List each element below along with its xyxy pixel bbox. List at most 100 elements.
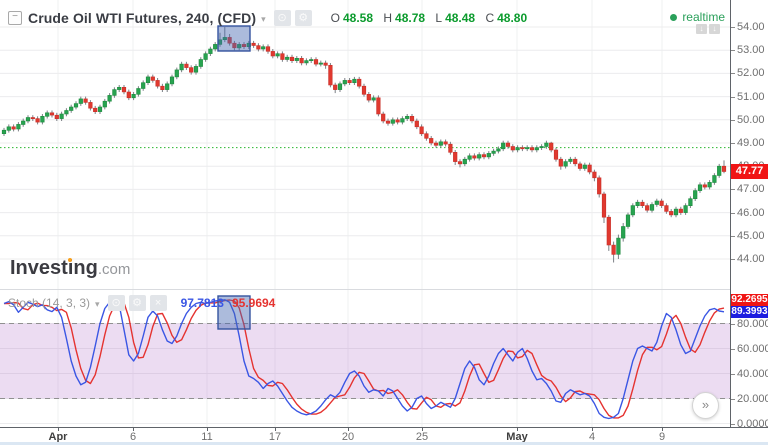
- selection-box[interactable]: [217, 295, 251, 330]
- price-axis[interactable]: 54.0053.0052.0051.0050.0049.0048.0047.00…: [731, 0, 768, 445]
- candle: [265, 46, 271, 52]
- candle: [707, 182, 712, 188]
- time-axis-label: 9: [658, 431, 666, 443]
- investing-logo: Investing.com: [10, 257, 130, 280]
- price-axis-label: 47.00: [737, 183, 765, 195]
- candle: [35, 118, 40, 123]
- candle: [357, 78, 362, 87]
- symbol-caret-icon[interactable]: ▾: [261, 13, 266, 24]
- candle: [429, 138, 434, 144]
- candle: [313, 59, 319, 65]
- candle: [179, 63, 184, 71]
- price-axis-label: 45.00: [737, 230, 765, 242]
- candle: [414, 120, 419, 128]
- candle: [289, 56, 295, 62]
- candle: [606, 216, 611, 246]
- candle: [577, 163, 583, 169]
- candle: [299, 57, 304, 64]
- candle: [294, 57, 299, 61]
- candle: [659, 200, 664, 206]
- price-axis-label: 46.00: [737, 207, 765, 219]
- realtime-buttons: ↓ ↓: [694, 24, 720, 34]
- high-value: 48.78: [395, 11, 426, 25]
- candle: [400, 118, 405, 123]
- time-tick: [592, 427, 593, 431]
- candle: [227, 37, 232, 44]
- candle: [702, 184, 707, 188]
- open-label: O: [330, 11, 340, 25]
- candle: [539, 146, 544, 149]
- candle: [83, 98, 88, 103]
- price-legend: − Crude Oil WTI Futures, 240, (CFD) ▾ ⊙ …: [8, 9, 527, 27]
- realtime-label: realtime: [682, 10, 725, 24]
- candle: [366, 94, 371, 101]
- gear-icon[interactable]: ⚙: [128, 295, 146, 311]
- candle: [654, 200, 659, 205]
- candle: [409, 116, 415, 122]
- logo-i-orange-dot: i: [67, 257, 74, 279]
- eye-icon[interactable]: ⊙: [273, 10, 291, 26]
- candle: [21, 120, 26, 125]
- candle: [323, 62, 328, 66]
- candle: [616, 237, 621, 255]
- candle: [261, 46, 266, 50]
- close-icon[interactable]: ×: [149, 295, 167, 311]
- candle: [88, 102, 93, 109]
- stoch-pane-canvas[interactable]: [0, 290, 730, 427]
- stoch-caret-icon[interactable]: ▾: [95, 298, 100, 309]
- candle: [472, 155, 477, 159]
- candle: [496, 148, 501, 152]
- download-icon[interactable]: ↓: [696, 24, 707, 34]
- axis-tick: [731, 213, 735, 214]
- candle: [568, 158, 573, 162]
- bottom-strip: [0, 442, 768, 445]
- candle: [16, 124, 21, 130]
- pane-divider[interactable]: [0, 289, 730, 290]
- eye-icon[interactable]: ⊙: [107, 295, 125, 311]
- price-axis-label: 50.00: [737, 114, 765, 126]
- candle: [169, 76, 175, 85]
- candle: [381, 113, 386, 122]
- price-axis-label: 51.00: [737, 91, 765, 103]
- time-tick: [517, 427, 518, 431]
- axis-tick: [731, 73, 735, 74]
- candle: [645, 205, 650, 211]
- gear-icon[interactable]: ⚙: [294, 10, 312, 26]
- candle: [107, 95, 112, 102]
- candle: [433, 142, 439, 146]
- candle: [477, 154, 482, 159]
- scroll-right-button[interactable]: »: [692, 392, 719, 419]
- candle: [573, 158, 578, 165]
- candle: [385, 120, 391, 124]
- candle: [174, 69, 179, 78]
- candle: [155, 80, 160, 87]
- collapse-pane-button[interactable]: −: [8, 11, 22, 25]
- candle: [520, 147, 525, 150]
- candle: [563, 161, 568, 167]
- candle: [328, 65, 333, 86]
- candle: [467, 155, 472, 160]
- candle: [241, 44, 247, 48]
- candle: [59, 113, 64, 119]
- candle: [342, 80, 347, 85]
- realtime-dot-icon: [670, 13, 678, 21]
- selection-box[interactable]: [217, 25, 251, 52]
- candle: [73, 103, 79, 108]
- price-pane-canvas[interactable]: [0, 0, 730, 289]
- stoch-axis-label: 80.0000: [737, 318, 768, 330]
- symbol-title[interactable]: Crude Oil WTI Futures, 240, (CFD): [28, 10, 257, 26]
- download-icon[interactable]: ↓: [709, 24, 720, 34]
- stoch-k-pill: 89.3993: [731, 306, 768, 318]
- candle: [64, 110, 69, 115]
- candle: [237, 44, 242, 49]
- candle: [189, 67, 194, 73]
- time-tick: [275, 427, 276, 431]
- stoch-title[interactable]: Stoch (14, 3, 3): [8, 296, 91, 310]
- time-axis-label: 20: [341, 431, 355, 443]
- time-axis[interactable]: Apr 6 11 17 20 25 May 4 9: [0, 427, 730, 445]
- candle: [208, 48, 213, 54]
- candle: [280, 53, 285, 60]
- stoch-axis-label: 40.0000: [737, 368, 768, 380]
- candle: [448, 143, 453, 153]
- candle: [649, 204, 655, 211]
